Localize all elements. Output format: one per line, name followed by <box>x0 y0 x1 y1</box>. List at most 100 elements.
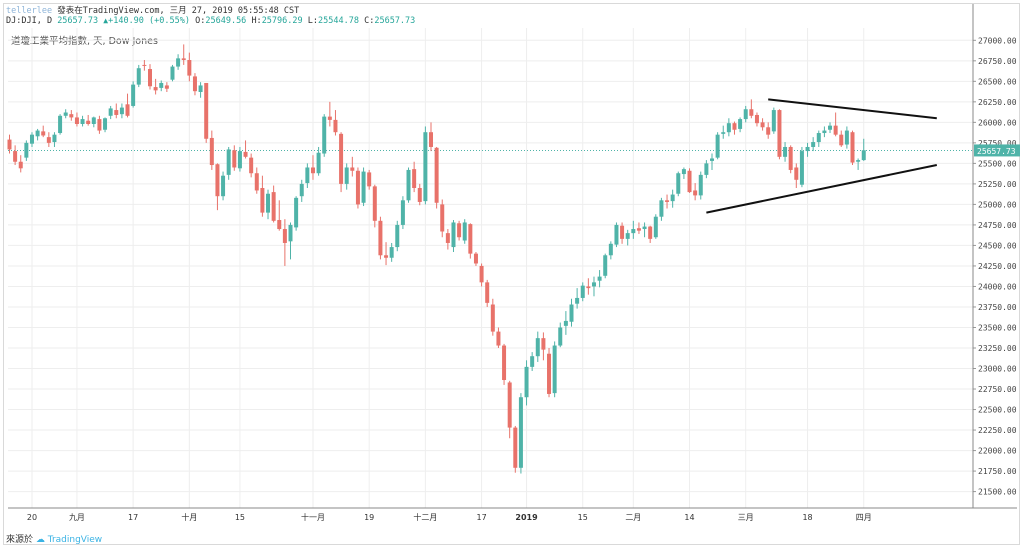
candle-body <box>181 58 186 60</box>
y-tick-label: 24250.00 <box>978 262 1017 271</box>
candle-body <box>754 114 759 124</box>
candle-body <box>788 146 793 170</box>
candle-body <box>74 117 79 124</box>
candle-body <box>451 222 456 248</box>
candle-body <box>406 169 411 201</box>
trendline <box>768 98 937 120</box>
candle-body <box>856 160 861 162</box>
candle-body <box>620 225 625 239</box>
candle-body <box>530 356 535 367</box>
chart-frame <box>3 3 1020 545</box>
candle-body <box>434 147 439 203</box>
candle-body <box>221 175 226 197</box>
candle-body <box>440 204 445 232</box>
up-arrow-icon: ▲ <box>103 16 109 25</box>
x-tick-label: 二月 <box>625 513 641 522</box>
candle-body <box>535 338 540 357</box>
candle-body <box>24 142 29 158</box>
candle-body <box>749 109 754 116</box>
candle-body <box>479 265 484 283</box>
candle-body <box>490 304 495 332</box>
candle-body <box>766 127 771 135</box>
candle-body <box>777 110 782 157</box>
candle-body <box>187 60 192 76</box>
candle-body <box>799 151 804 185</box>
candle-body <box>372 186 377 221</box>
low-label: L: <box>307 16 319 26</box>
y-tick-label: 25000.00 <box>978 200 1017 209</box>
candle-body <box>732 123 737 130</box>
candle-body <box>417 188 422 202</box>
candle-body <box>507 382 512 428</box>
candle-body <box>260 188 265 213</box>
x-tick-label: 四月 <box>856 513 872 522</box>
open-label: O: <box>195 16 206 26</box>
candle-body <box>232 150 237 168</box>
candle-body <box>704 163 709 175</box>
candle-body <box>603 255 608 276</box>
y-tick-label: 22500.00 <box>978 406 1017 415</box>
candle-body <box>518 397 523 468</box>
y-tick-label: 25500.00 <box>978 159 1017 168</box>
candle-body <box>614 224 619 245</box>
candle-body <box>136 68 141 85</box>
candle-body <box>541 338 546 350</box>
y-tick-label: 22250.00 <box>978 426 1017 435</box>
y-tick-label: 24000.00 <box>978 282 1017 291</box>
x-tick-label: 17 <box>128 513 138 522</box>
candle-body <box>423 132 428 202</box>
chart-legend: 道瓊工業平均指數, 天, Dow Jones <box>11 36 158 47</box>
candle-body <box>670 194 675 202</box>
y-tick-label: 21500.00 <box>978 488 1017 497</box>
candle-body <box>63 112 68 116</box>
close-value: 25657.73 <box>374 16 416 26</box>
candle-body <box>693 190 698 196</box>
candle-body <box>322 116 327 154</box>
candle-body <box>299 183 304 197</box>
candle-body <box>204 82 209 139</box>
trendline <box>706 164 938 214</box>
candle-body <box>198 85 203 92</box>
candle-body <box>676 173 681 194</box>
y-tick-label: 27000.00 <box>978 36 1017 45</box>
candle-body <box>552 345 557 394</box>
candle-body <box>333 119 338 133</box>
candle-body <box>58 115 63 134</box>
candle-body <box>558 327 563 346</box>
x-tick-label: 九月 <box>69 513 85 522</box>
candle-body <box>828 125 833 130</box>
y-tick-label: 24500.00 <box>978 241 1017 250</box>
candle-body <box>586 286 591 289</box>
candle-body <box>395 224 400 248</box>
y-tick-label: 23250.00 <box>978 344 1017 353</box>
candle-body <box>103 118 108 130</box>
candle-body <box>794 167 799 180</box>
candle-body <box>305 167 310 184</box>
candle-body <box>783 146 788 157</box>
candle-body <box>485 282 490 303</box>
x-tick-label: 14 <box>684 513 694 522</box>
tradingview-brand[interactable]: TradingView <box>47 535 103 545</box>
candle-body <box>636 228 641 231</box>
candle-body <box>445 233 450 243</box>
candle-body <box>681 169 686 175</box>
candle-body <box>209 137 214 166</box>
current-price-badge <box>974 144 1020 157</box>
high-label: H: <box>251 16 262 26</box>
candle-body <box>412 169 417 188</box>
candle-body <box>355 170 360 205</box>
candle-body <box>277 220 282 230</box>
candle-body <box>850 132 855 163</box>
x-tick-label: 19 <box>364 513 374 522</box>
candle-body <box>502 345 507 380</box>
publish-info: 發表在TradingView.com, 三月 27, 2019 05:55:48… <box>57 6 300 16</box>
x-tick-label: 三月 <box>738 513 754 522</box>
candle-body <box>108 108 113 116</box>
tradingview-logo-icon: ☁ <box>35 535 45 545</box>
candle-body <box>282 229 287 243</box>
last-price: 25657.73 <box>57 16 99 26</box>
candle-body <box>575 297 580 304</box>
author-name[interactable]: tellerlee <box>6 6 53 16</box>
low-value: 25544.78 <box>318 16 359 26</box>
